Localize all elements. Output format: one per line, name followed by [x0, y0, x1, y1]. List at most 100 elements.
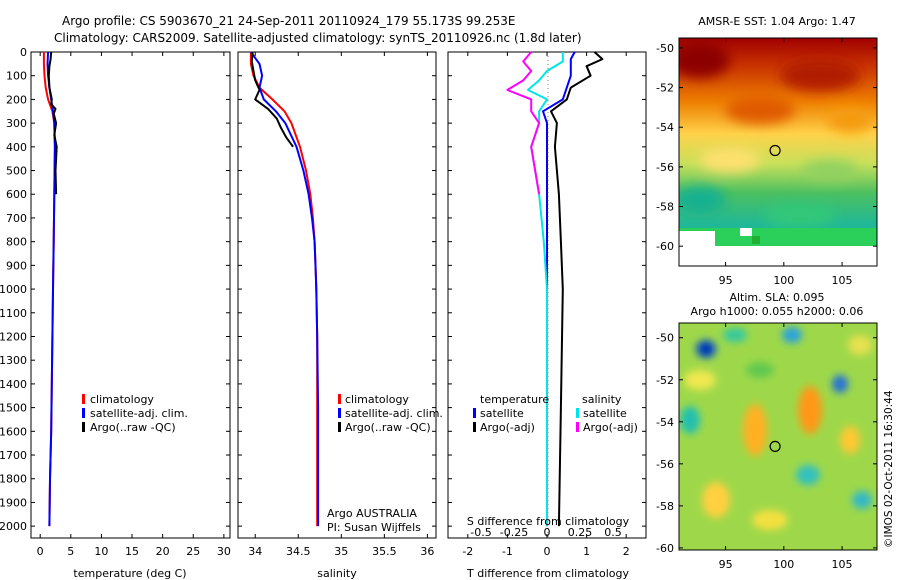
difference-profile-panel: -2 -1 0 1 2 -0.5 -0.25 0 0.25 0.5 T difference f… — [447, 51, 647, 580]
t-difference-x-axis: -2 -1 0 1 2 — [462, 52, 630, 558]
x-tick-label: 20 — [156, 545, 170, 558]
x-tick-label: 25 — [186, 545, 200, 558]
legend-label-sal-argo: Argo(-adj) — [583, 421, 638, 434]
depth-tick-label: 1800 — [0, 473, 27, 486]
depth-tick-label: 600 — [6, 188, 27, 201]
depth-tick-label: 1100 — [0, 307, 27, 320]
lon-tick-label: 100 — [773, 558, 794, 571]
depth-tick-label: 700 — [6, 212, 27, 225]
depth-tick-label: 300 — [6, 117, 27, 130]
legend-swatch-argo — [338, 422, 341, 432]
lon-tick-label: 105 — [832, 558, 853, 571]
s-tick-label: -0.5 — [470, 526, 491, 539]
depth-tick-label: 1000 — [0, 283, 27, 296]
x-tick-label: 10 — [94, 545, 108, 558]
sst-map-panel: AMSR-E SST: 1.04 Argo: 1.47 -50 -52 -54 -56… — [656, 15, 878, 287]
x-tick-label: 2 — [623, 545, 630, 558]
s-tick-label: 0 — [544, 526, 551, 539]
temperature-series — [42, 51, 58, 527]
legend-title-temperature: temperature — [480, 393, 549, 406]
legend-swatch-satellite — [82, 408, 85, 418]
legend-title-salinity: salinity — [582, 393, 622, 406]
lat-tick-label: -50 — [656, 332, 674, 345]
argo-location-marker — [769, 144, 781, 157]
salinity-legend: climatology satellite-adj. clim. Argo(..… — [338, 393, 443, 434]
sst-map-title: AMSR-E SST: 1.04 Argo: 1.47 — [698, 15, 856, 28]
sla-map-title-2: Argo h1000: 0.055 h2000: 0.06 — [691, 305, 864, 318]
series-line-1 — [550, 51, 604, 527]
lat-tick-label: -54 — [656, 121, 674, 134]
lat-tick-label: -60 — [656, 240, 674, 253]
legend-label-climatology: climatology — [90, 393, 154, 406]
imos-stamp: ©IMOS 02-Oct-2011 16:30:44 — [883, 390, 895, 548]
header-line-1: Argo profile: CS 5903670_21 24-Sep-2011 … — [62, 14, 516, 28]
salinity-profile-panel: 34 34.5 35 35.5 36 salinity climatology sate… — [237, 51, 443, 580]
legend-swatch-satellite — [338, 408, 341, 418]
difference-legend: temperature satellite Argo(-adj) salinit… — [473, 393, 638, 434]
difference-depth-ticks — [448, 51, 646, 527]
x-tick-label: 0 — [544, 545, 551, 558]
sst-map-frame — [678, 37, 878, 267]
depth-tick-label: 900 — [6, 259, 27, 272]
salinity-axes-frame — [237, 51, 437, 539]
x-tick-label: -2 — [462, 545, 473, 558]
legend-swatch-climatology — [338, 394, 341, 404]
legend-label-satellite: satellite-adj. clim. — [90, 407, 188, 420]
sst-field — [679, 38, 877, 266]
depth-tick-label: 1500 — [0, 402, 27, 415]
difference-series — [506, 51, 604, 527]
t-difference-xlabel: T difference from climatology — [466, 567, 629, 580]
depth-tick-label: 1600 — [0, 425, 27, 438]
lat-tick-label: -50 — [656, 42, 674, 55]
sla-map-frame — [678, 322, 878, 551]
lat-tick-label: -52 — [656, 374, 674, 387]
s-tick-label: -0.25 — [500, 526, 528, 539]
temperature-profile-panel: 0100200300400500600700800900100011001200… — [0, 46, 231, 580]
depth-tick-label: 500 — [6, 165, 27, 178]
salinity-xlabel: salinity — [317, 567, 357, 580]
s-difference-x-axis: -0.5 -0.25 0 0.25 0.5 — [470, 526, 621, 539]
series-line-1 — [250, 51, 320, 527]
depth-tick-label: 1900 — [0, 496, 27, 509]
pi-label: PI: Susan Wijffels — [327, 521, 421, 534]
x-tick-label: 1 — [583, 545, 590, 558]
temperature-axes-frame — [30, 51, 231, 539]
depth-tick-label: 100 — [6, 70, 27, 83]
depth-tick-label: 1400 — [0, 378, 27, 391]
lat-tick-label: -58 — [656, 500, 674, 513]
x-tick-label: 30 — [217, 545, 231, 558]
sla-field — [679, 323, 877, 550]
depth-tick-label: 200 — [6, 93, 27, 106]
sst-lat-axis: -50 -52 -54 -56 -58 -60 — [656, 42, 877, 253]
legend-label-sal-satellite: satellite — [583, 407, 627, 420]
legend-label-temp-satellite: satellite — [480, 407, 524, 420]
x-tick-label: -1 — [502, 545, 513, 558]
x-tick-label: 15 — [125, 545, 139, 558]
temperature-legend: climatology satellite-adj. clim. Argo(..… — [82, 393, 188, 434]
sst-lon-axis: 95 100 105 — [719, 38, 853, 287]
series-line-1 — [46, 51, 56, 527]
legend-swatch-sal-satellite — [576, 408, 579, 418]
series-line-2 — [527, 52, 564, 527]
lon-tick-label: 105 — [832, 274, 853, 287]
temperature-x-axis: 0 5 10 15 20 25 30 — [37, 52, 231, 558]
series-line-2 — [250, 51, 294, 148]
legend-label-argo: Argo(..raw -QC) — [90, 421, 176, 434]
legend-label-argo: Argo(..raw -QC) — [345, 421, 431, 434]
x-tick-label: 34 — [248, 545, 262, 558]
sla-map-panel: Altim. SLA: 0.095 Argo h1000: 0.055 h200… — [656, 291, 878, 571]
argo-location-marker — [769, 440, 781, 452]
s-tick-label: 0.25 — [568, 526, 593, 539]
lat-tick-label: -56 — [656, 458, 674, 471]
depth-tick-label: 400 — [6, 141, 27, 154]
sla-lon-axis: 95 100 105 — [719, 323, 853, 571]
legend-swatch-sal-argo — [576, 422, 579, 432]
x-tick-label: 0 — [37, 545, 44, 558]
lat-tick-label: -52 — [656, 82, 674, 95]
s-difference-xlabel: S difference from climatology — [467, 515, 630, 528]
depth-tick-label: 1200 — [0, 330, 27, 343]
salinity-x-axis: 34 34.5 35 35.5 36 — [248, 52, 434, 558]
lon-tick-label: 95 — [719, 274, 733, 287]
depth-tick-label: 2000 — [0, 520, 27, 533]
